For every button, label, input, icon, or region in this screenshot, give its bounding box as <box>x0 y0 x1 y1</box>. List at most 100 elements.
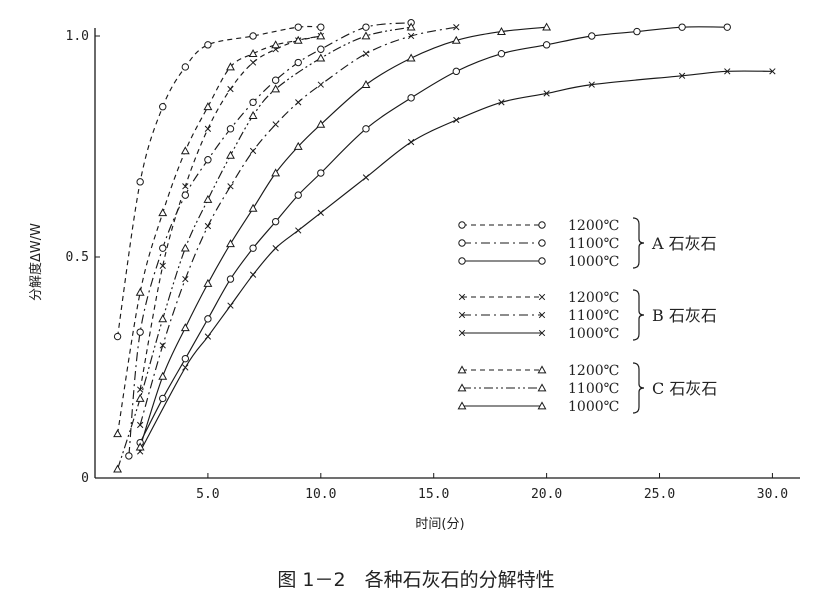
legend-marker-cross <box>538 311 546 319</box>
legend-temperature: 1100℃ <box>568 236 619 252</box>
data-point-triangle <box>271 84 281 93</box>
data-point-cross <box>204 125 212 132</box>
data-point-cross <box>453 116 460 124</box>
data-point-circle <box>249 244 257 252</box>
data-point-cross <box>498 99 505 106</box>
data-point-triangle <box>248 203 258 212</box>
data-point-cross <box>453 24 460 31</box>
data-point-triangle <box>135 393 145 402</box>
data-point-circle <box>159 244 167 252</box>
legend-marker-triangle <box>537 383 547 392</box>
data-point-circle <box>678 23 686 31</box>
data-point-triangle <box>180 323 190 332</box>
data-point-triangle <box>542 22 552 31</box>
data-point-circle <box>249 32 257 40</box>
series-line <box>117 26 412 470</box>
data-point-triangle <box>158 208 168 217</box>
data-point-triangle <box>226 239 235 248</box>
legend-marker-triangle <box>537 401 547 410</box>
data-point-cross <box>678 72 686 79</box>
data-point-triangle <box>293 141 303 150</box>
data-point-circle <box>204 41 212 49</box>
data-point-circle <box>159 103 167 111</box>
data-point-circle <box>407 94 415 102</box>
data-point-circle <box>633 27 641 36</box>
data-point-circle <box>588 32 596 40</box>
data-point-cross <box>407 32 415 40</box>
data-point-triangle <box>135 287 145 296</box>
data-point-cross <box>724 68 731 75</box>
x-axis-label: 时间(分) <box>415 517 464 532</box>
legend-marker-cross <box>458 293 466 301</box>
data-point-triangle <box>293 35 303 44</box>
data-point-circle <box>317 23 325 31</box>
data-point-circle <box>294 191 302 199</box>
data-point-triangle <box>113 429 123 438</box>
legend-marker-cross <box>538 293 546 301</box>
ticks: 5.0 10.0 15.0 20.0 25.0 30.0 0 0.5 1.0 <box>66 29 789 502</box>
data-point-triangle <box>203 102 213 111</box>
legend-brace <box>632 362 645 414</box>
data-point-cross <box>249 147 257 155</box>
data-point-circle <box>317 169 325 177</box>
data-point-cross <box>227 183 234 190</box>
data-point-circle <box>317 45 325 53</box>
series-line <box>139 26 547 448</box>
data-point-cross <box>182 275 189 283</box>
data-point-circle <box>723 23 731 31</box>
data-point-triangle <box>271 168 281 177</box>
data-point-cross <box>249 271 257 278</box>
data-point-triangle <box>451 35 461 44</box>
data-point-triangle <box>113 464 123 473</box>
series-line <box>139 35 321 390</box>
data-point-circle <box>294 23 302 31</box>
legend-brace <box>632 217 645 269</box>
data-point-cross <box>769 68 776 75</box>
x-tick-label: 20.0 <box>531 487 562 502</box>
data-point-triangle <box>203 194 213 203</box>
legend-group-label: C 石灰石 <box>652 379 717 398</box>
legend-marker-triangle <box>457 365 467 374</box>
data-point-circle <box>181 354 190 363</box>
data-point-triangle <box>361 79 371 88</box>
legend: 1200℃ 1100℃ 1000℃ A 石灰石 1200℃ 1100℃ 1000℃ B 石灰石… <box>457 217 717 415</box>
legend-marker-circle <box>458 221 466 229</box>
data-point-triangle <box>158 314 168 323</box>
data-point-triangle <box>406 53 416 62</box>
data-point-cross <box>137 386 144 393</box>
x-tick-label: 15.0 <box>418 487 449 502</box>
data-point-cross <box>317 81 324 88</box>
data-point-circle <box>362 125 370 133</box>
data-point-circle <box>249 98 257 107</box>
data-point-triangle <box>497 26 506 35</box>
series-line <box>139 26 728 443</box>
axes <box>94 28 800 479</box>
data-point-cross <box>362 50 370 57</box>
x-tick-label: 25.0 <box>644 487 675 502</box>
data-point-cross <box>137 421 144 429</box>
data-point-circle <box>452 67 460 76</box>
legend-marker-cross <box>458 311 466 319</box>
data-point-circle <box>362 23 370 31</box>
x-tick-label: 30.0 <box>757 487 788 502</box>
data-point-triangle <box>203 278 213 287</box>
figure-caption: 图 1－2 各种石灰石的分解特性 <box>277 569 554 591</box>
data-point-triangle <box>180 146 190 155</box>
legend-marker-cross <box>538 329 546 337</box>
data-point-cross <box>249 59 257 66</box>
data-point-triangle <box>158 371 168 380</box>
data-point-cross <box>317 209 324 216</box>
data-point-cross <box>295 99 302 106</box>
series-line <box>117 25 321 337</box>
data-point-circle <box>497 49 506 58</box>
data-point-cross <box>204 333 212 340</box>
legend-group-label: A 石灰石 <box>651 234 717 253</box>
data-point-cross <box>407 138 415 146</box>
data-point-triangle <box>316 53 326 62</box>
data-point-circle <box>204 156 212 164</box>
data-point-triangle <box>180 243 190 252</box>
data-point-cross <box>588 81 595 88</box>
data-point-cross <box>272 245 279 252</box>
legend-marker-triangle <box>457 383 467 392</box>
